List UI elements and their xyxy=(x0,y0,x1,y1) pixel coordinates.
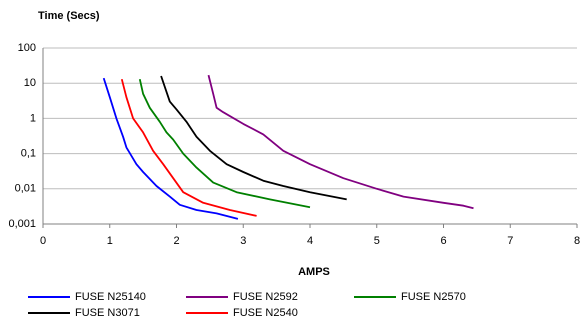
series-line xyxy=(160,75,347,201)
y-tick-label: 10 xyxy=(24,77,36,89)
x-tick-label: 3 xyxy=(240,235,246,247)
legend-label: FUSE N2540 xyxy=(233,307,298,319)
legend-label: FUSE N2592 xyxy=(233,291,298,303)
legend-label: FUSE N25140 xyxy=(75,291,146,303)
x-axis-label: AMPS xyxy=(298,266,330,278)
legend-label: FUSE N3071 xyxy=(75,307,140,319)
x-tick-label: 5 xyxy=(374,235,380,247)
x-tick-label: 7 xyxy=(507,235,513,247)
y-tick-label: 0,001 xyxy=(8,218,36,230)
legend-label: FUSE N2570 xyxy=(401,291,466,303)
y-tick-label: 1 xyxy=(30,112,36,124)
series-line xyxy=(138,79,311,209)
series-line xyxy=(102,77,239,220)
series-line xyxy=(120,78,257,217)
x-tick-label: 2 xyxy=(173,235,179,247)
x-tick-label: 6 xyxy=(440,235,446,247)
series-line xyxy=(207,74,474,210)
y-tick-label: 0,1 xyxy=(21,148,36,160)
x-tick-label: 4 xyxy=(307,235,313,247)
chart-title: Time (Secs) xyxy=(38,10,100,22)
y-tick-label: 0,01 xyxy=(15,183,36,195)
x-tick-label: 8 xyxy=(574,235,580,247)
x-tick-label: 0 xyxy=(40,235,46,247)
y-tick-label: 100 xyxy=(18,42,36,54)
x-tick-label: 1 xyxy=(107,235,113,247)
